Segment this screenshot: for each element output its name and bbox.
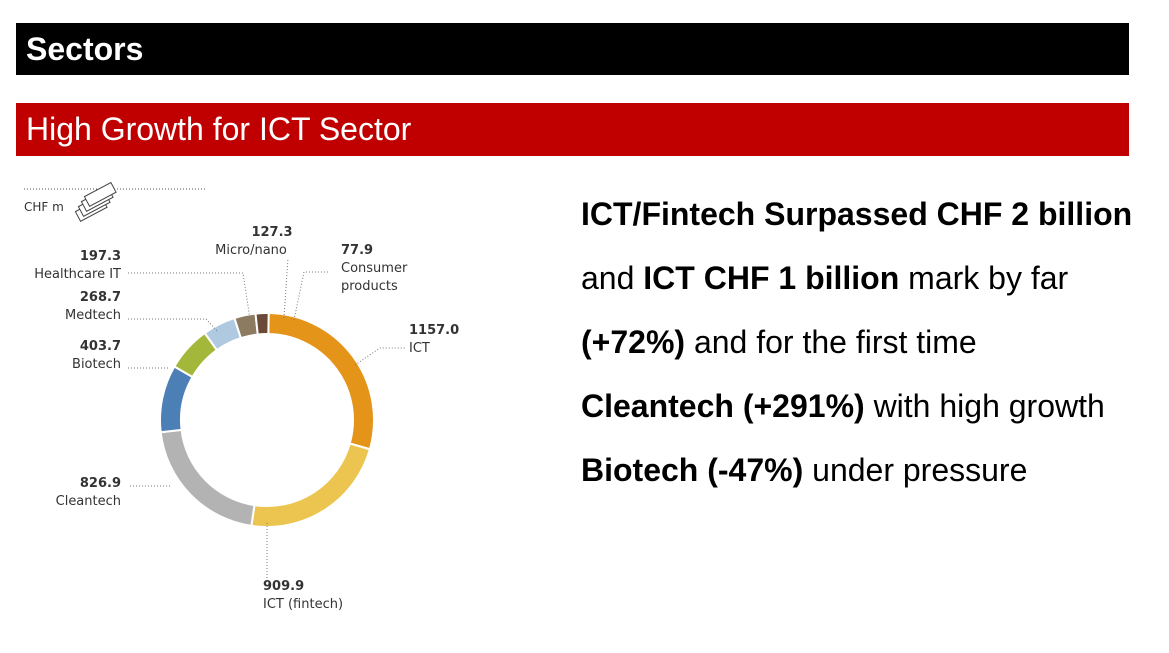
- sector-donut-chart: CHF m 127.3 Micro/nano 77.9 Consumer pro…: [24, 181, 459, 612]
- label-cleantech: Cleantech: [56, 494, 121, 509]
- section-title: Sectors: [16, 23, 1129, 75]
- slice-ict-fintech: [250, 442, 372, 528]
- label-medtech: Medtech: [65, 308, 121, 323]
- slice-consumer-products: [254, 312, 270, 336]
- slice-cleantech: [159, 428, 256, 527]
- finding-ict-text-3: and for the first time: [685, 324, 977, 360]
- finding-cleantech-text: with high growth: [864, 388, 1105, 424]
- slice-labels: 127.3 Micro/nano 77.9 Consumer products …: [34, 225, 459, 612]
- value-ict-fintech: 909.9: [263, 579, 304, 594]
- label-biotech: Biotech: [72, 357, 121, 372]
- key-findings: ICT/Fintech Surpassed CHF 2 billion and …: [581, 182, 1141, 502]
- slice-biotech: [159, 365, 194, 434]
- slice-ict: [267, 311, 375, 451]
- value-ict: 1157.0: [409, 323, 459, 338]
- finding-biotech: Biotech (-47%) under pressure: [581, 438, 1141, 502]
- value-consumer-products: 77.9: [341, 243, 373, 258]
- label-ict: ICT: [409, 341, 430, 356]
- leader-healthcare-it: [128, 272, 251, 320]
- label-consumer-products-2: products: [341, 279, 398, 294]
- slide-subtitle: High Growth for ICT Sector: [16, 103, 1129, 156]
- finding-ict-text-1: and: [581, 260, 644, 296]
- finding-cleantech-bold: Cleantech (+291%): [581, 388, 865, 424]
- label-ict-fintech: ICT (fintech): [263, 597, 343, 612]
- finding-biotech-bold: Biotech (-47%): [581, 452, 804, 488]
- finding-biotech-text: under pressure: [803, 452, 1028, 488]
- unit-label: CHF m: [24, 200, 64, 214]
- label-consumer-products-1: Consumer: [341, 261, 408, 276]
- leader-medtech: [128, 318, 219, 333]
- finding-ict: ICT/Fintech Surpassed CHF 2 billion and …: [581, 182, 1141, 374]
- donut-slices: [159, 311, 375, 528]
- finding-cleantech: Cleantech (+291%) with high growth: [581, 374, 1141, 438]
- finding-ict-bold-1: ICT/Fintech Surpassed CHF 2 billion: [581, 196, 1133, 232]
- leader-consumer-products: [293, 271, 330, 321]
- value-medtech: 268.7: [80, 290, 121, 305]
- leader-ict: [354, 347, 405, 366]
- label-healthcare-it: Healthcare IT: [34, 267, 121, 282]
- leader-micro-nano: [283, 257, 289, 319]
- banknote-icon: [74, 181, 117, 223]
- value-biotech: 403.7: [80, 339, 121, 354]
- finding-ict-bold-2: ICT CHF 1 billion: [643, 260, 900, 296]
- value-cleantech: 826.9: [80, 476, 121, 491]
- leader-lines: [128, 257, 405, 580]
- finding-ict-bold-3: (+72%): [581, 324, 686, 360]
- finding-ict-text-2: mark by far: [899, 260, 1069, 296]
- label-micro-nano: Micro/nano: [215, 243, 287, 258]
- value-micro-nano: 127.3: [251, 225, 292, 240]
- value-healthcare-it: 197.3: [80, 249, 121, 264]
